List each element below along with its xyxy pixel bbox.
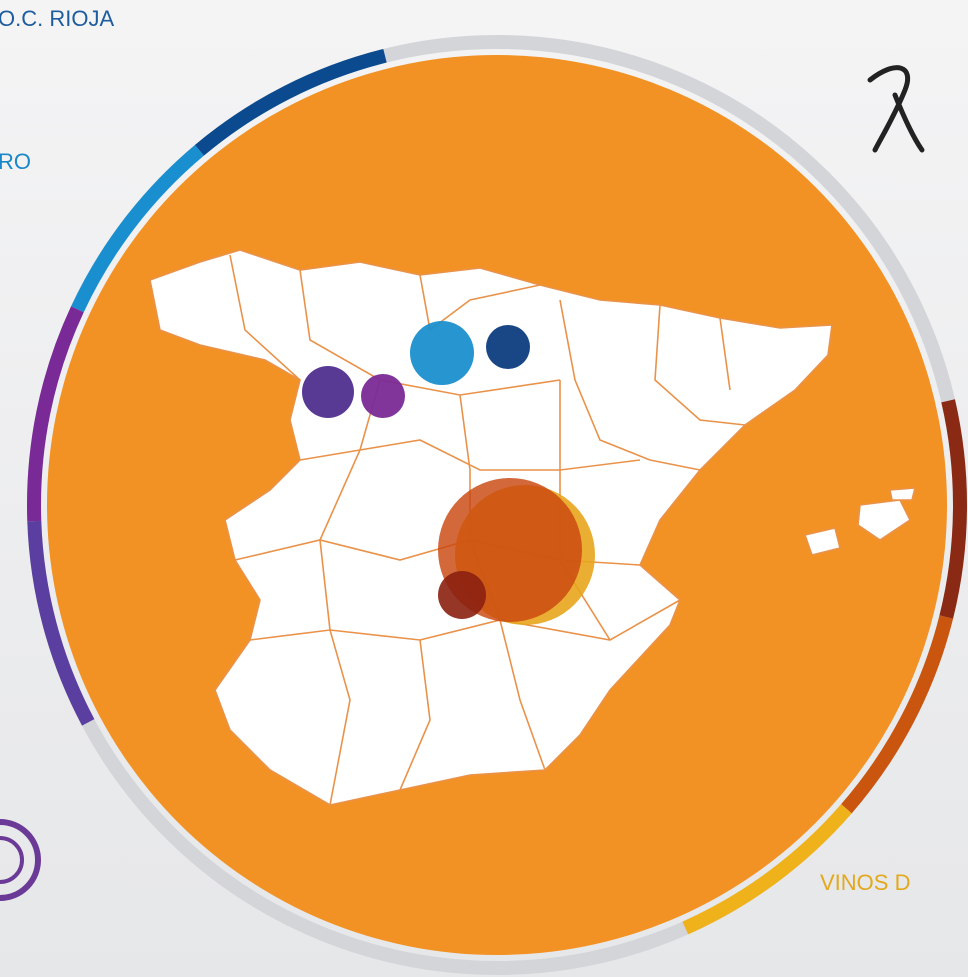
label-rioja: O.C. RIOJA [0,6,114,31]
ring-arc [194,48,387,156]
bubble-purple [361,374,405,418]
island-mallorca [857,499,912,541]
bubble-light-blue [410,321,474,385]
island-menorca [889,487,917,501]
bubble-violet [302,366,354,418]
logo-brush [867,65,925,153]
bubble-dark-blue [486,325,530,369]
ring-arc [841,615,954,814]
ring-arc [27,306,84,522]
label-ribera: RO [0,149,31,174]
island-ibiza [803,527,841,556]
ring-arc [939,399,967,619]
bubble-dark-red [438,571,486,619]
ring-arc [682,804,852,935]
label-vinos: VINOS D [820,870,910,895]
logo-partial-inner [0,836,24,884]
ring-arc [71,144,204,313]
outer-ring [27,35,967,975]
ring-arc [27,520,95,726]
logo-partial [0,819,41,901]
bubbles [302,321,595,625]
